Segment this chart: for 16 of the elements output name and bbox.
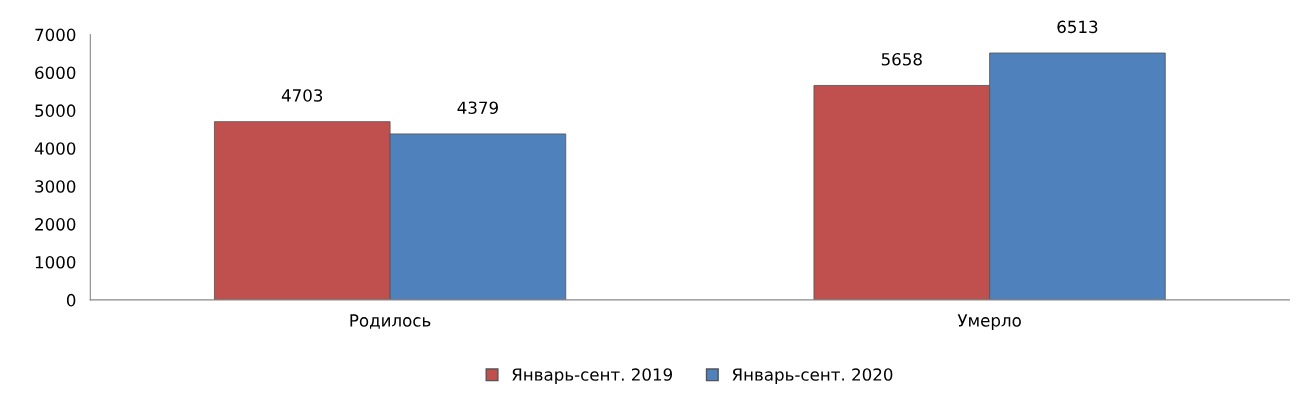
y-tick-label: 3000: [35, 180, 76, 193]
data-label: 4379: [457, 101, 498, 115]
y-tick-label: 7000: [35, 28, 76, 42]
y-tick-label: 6000: [35, 66, 76, 80]
x-tick-label: Умерло: [957, 314, 1021, 330]
legend-label: Январь-сент. 2020: [732, 368, 893, 385]
data-label: 4703: [281, 89, 323, 102]
y-tick-label: 1000: [35, 255, 76, 269]
data-label: 5658: [881, 52, 922, 66]
y-tick-label: 5000: [35, 104, 76, 117]
data-label: 6513: [1057, 20, 1098, 34]
y-tick-label: 0: [66, 293, 76, 307]
y-tick-label: 4000: [34, 142, 76, 155]
y-tick-label: 2000: [35, 218, 76, 231]
legend-label: Январь-сент. 2019: [512, 368, 672, 385]
x-tick-label: Родилось: [350, 314, 431, 329]
